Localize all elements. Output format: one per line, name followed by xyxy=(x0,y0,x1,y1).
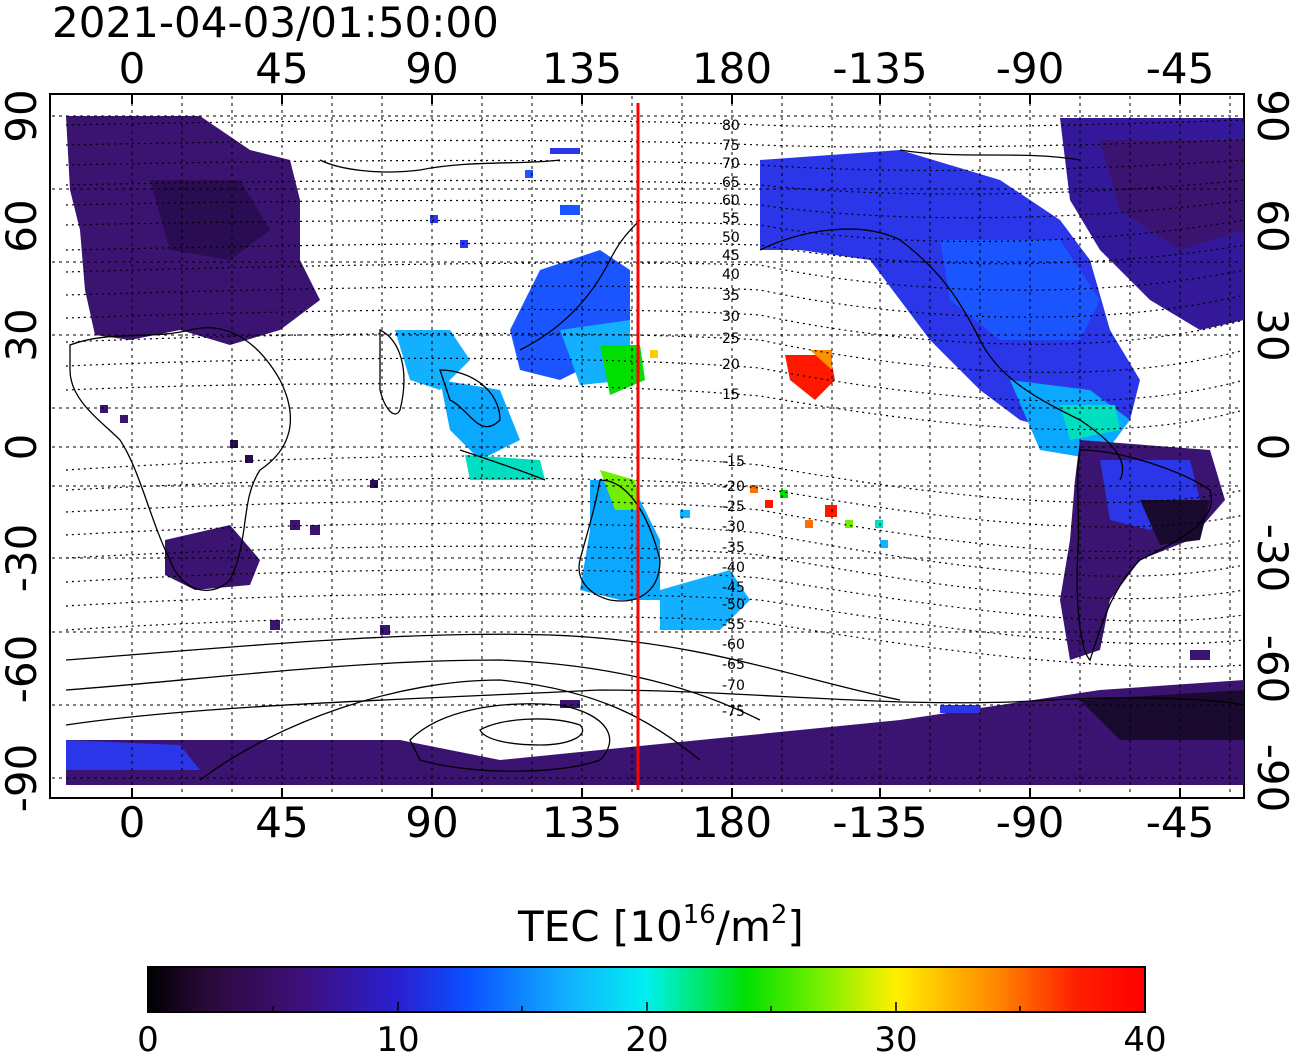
colorbar-title-unit-exponent: 2 xyxy=(770,900,788,930)
colorbar-title: TEC [1016/m2] xyxy=(518,902,804,952)
lon-tick-top-45: 45 xyxy=(255,44,309,93)
contour-label: -60 xyxy=(722,637,745,653)
magnetic-contours xyxy=(65,119,1244,668)
contour-label: 25 xyxy=(722,331,740,347)
contour-label: -15 xyxy=(722,454,745,470)
contour-label: -30 xyxy=(722,519,745,535)
colorbar-title-main: TEC [10 xyxy=(518,902,683,951)
contour-label: 60 xyxy=(722,193,740,209)
contour-label: 65 xyxy=(722,175,740,191)
timestamp: 2021-04-03/01:50:00 xyxy=(52,0,499,47)
contour-label: -20 xyxy=(722,479,745,495)
colorbar-tick-0: 0 xyxy=(137,1020,159,1060)
lon-tick-bottom-m90: -90 xyxy=(995,798,1065,847)
contour-label: -35 xyxy=(722,540,745,556)
lon-tick-bottom-45: 45 xyxy=(255,798,309,847)
frame-ticks xyxy=(131,94,1181,798)
lon-tick-top-90: 90 xyxy=(405,44,459,93)
colorbar-tick-20: 20 xyxy=(625,1020,669,1060)
lon-tick-bottom-m135: -135 xyxy=(832,798,928,847)
lon-tick-top-180: 180 xyxy=(691,44,773,93)
lon-tick-bottom-0: 0 xyxy=(118,798,146,847)
contour-label: 55 xyxy=(722,211,740,227)
contour-label: -50 xyxy=(722,597,745,613)
polar-contours xyxy=(65,633,901,781)
graticule xyxy=(52,96,1242,796)
contour-label: -55 xyxy=(722,617,745,633)
contour-label: 30 xyxy=(722,309,740,325)
lon-tick-top-m135: -135 xyxy=(832,44,928,93)
lon-tick-top-135: 135 xyxy=(541,44,623,93)
colorbar-tick-10: 10 xyxy=(376,1020,420,1060)
colorbar-tick-30: 30 xyxy=(874,1020,918,1060)
contour-label: -45 xyxy=(722,580,745,596)
contour-label: 45 xyxy=(722,248,740,264)
contour-label: -25 xyxy=(722,499,745,515)
contour-label: -65 xyxy=(722,657,745,673)
contour-label: 15 xyxy=(722,387,740,403)
contour-label: 20 xyxy=(722,357,740,373)
lon-tick-bottom-180: 180 xyxy=(691,798,773,847)
contour-label: 70 xyxy=(722,156,740,172)
colorbar-title-exponent: 16 xyxy=(682,900,716,930)
tec-data-layer xyxy=(66,116,1244,785)
contour-label: 50 xyxy=(722,230,740,246)
contour-label: -70 xyxy=(722,678,745,694)
colorbar-title-end: ] xyxy=(787,902,804,951)
contour-label: -75 xyxy=(722,704,745,720)
lon-tick-top-m90: -90 xyxy=(995,44,1065,93)
lon-tick-bottom-90: 90 xyxy=(405,798,459,847)
contour-label: 80 xyxy=(722,118,740,134)
lon-tick-top-m45: -45 xyxy=(1145,44,1215,93)
colorbar-tick-40: 40 xyxy=(1123,1020,1167,1060)
contour-label: -40 xyxy=(722,560,745,576)
contour-label: 75 xyxy=(722,138,740,154)
colorbar-title-unit: /m xyxy=(715,902,771,951)
contour-label: 35 xyxy=(722,288,740,304)
contour-label: 40 xyxy=(722,267,740,283)
lon-tick-bottom-m45: -45 xyxy=(1145,798,1215,847)
colorbar-ticks xyxy=(272,1002,1021,1012)
lon-tick-bottom-135: 135 xyxy=(541,798,623,847)
lon-tick-top-0: 0 xyxy=(118,44,146,93)
